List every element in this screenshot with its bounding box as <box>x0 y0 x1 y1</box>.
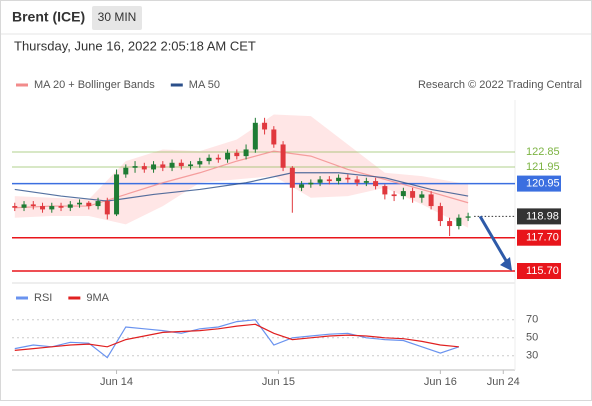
legend-label: MA 20 + Bollinger Bands <box>34 79 155 91</box>
level-box <box>517 229 561 246</box>
candle-body <box>271 129 277 145</box>
candle-body <box>336 177 342 182</box>
candle-body <box>67 204 73 208</box>
level-box <box>517 208 561 225</box>
candle-body <box>225 152 231 160</box>
level-label: 122.85 <box>526 146 560 158</box>
level-label: 120.95 <box>526 177 560 189</box>
x-tick-label: Jun 14 <box>100 376 133 388</box>
candle-body <box>262 122 268 130</box>
candle-body <box>151 164 157 170</box>
level-box <box>517 263 561 280</box>
candle-body <box>77 202 83 205</box>
candle-body <box>447 221 453 227</box>
candle-body <box>49 206 55 210</box>
x-tick-label: Jun 16 <box>424 376 457 388</box>
level-label: 115.70 <box>526 265 559 277</box>
candle-body <box>345 177 351 180</box>
x-tick-label: Jun 15 <box>262 376 295 388</box>
candle-body <box>132 166 138 168</box>
x-tick-label: Jun 24 <box>487 376 520 388</box>
candle-body <box>428 194 434 207</box>
candle-body <box>123 167 129 175</box>
candle-body <box>188 164 194 167</box>
candle-body <box>437 206 443 222</box>
legend-label: MA 50 <box>189 79 220 91</box>
candle-body <box>252 122 258 150</box>
candle-body <box>40 206 46 210</box>
credit: Research © 2022 Trading Central <box>418 79 582 91</box>
candle-body <box>456 217 462 227</box>
candle-body <box>243 149 249 157</box>
indicator-line <box>14 323 459 351</box>
candle-body <box>30 204 36 207</box>
y-tick-label: 70 <box>526 314 538 326</box>
candle-body <box>58 206 64 208</box>
candle-body <box>160 164 166 168</box>
forecast-arrowhead <box>500 257 512 272</box>
candle-body <box>12 206 18 208</box>
candle-body <box>410 191 416 198</box>
level-label: 121.95 <box>526 161 560 173</box>
candle-body <box>373 181 379 187</box>
candle-body <box>234 152 240 157</box>
candle-body <box>354 179 360 183</box>
bollinger-band <box>14 114 469 228</box>
candle-body <box>280 144 286 168</box>
candle-body <box>86 202 92 207</box>
candle-body <box>363 181 369 183</box>
candle-body <box>95 201 101 207</box>
candle-body <box>391 194 397 197</box>
interval-badge <box>92 6 142 30</box>
candle-body <box>465 216 471 218</box>
instrument-title: Brent (ICE) <box>12 9 85 25</box>
candle-body <box>299 184 305 188</box>
legend-label: RSI <box>34 292 52 304</box>
candle-body <box>114 174 120 215</box>
level-label: 118.98 <box>526 210 559 222</box>
level-label: 117.70 <box>526 232 559 244</box>
candle-body <box>400 191 406 197</box>
candle-body <box>197 161 203 165</box>
candle-body <box>419 194 425 198</box>
y-tick-label: 30 <box>526 350 538 362</box>
candle-body <box>141 166 147 170</box>
candle-body <box>308 182 314 185</box>
y-tick-label: 50 <box>526 332 538 344</box>
forecast-arrow <box>478 215 510 265</box>
candle-body <box>326 179 332 182</box>
candle-body <box>206 157 212 162</box>
candle-body <box>382 186 388 195</box>
candle-body <box>215 157 221 160</box>
candle-body <box>317 179 323 183</box>
moving-average <box>14 172 469 202</box>
indicator-line <box>14 319 460 359</box>
candle-body <box>178 162 184 167</box>
legend-label: 9MA <box>86 292 109 304</box>
timestamp: Thursday, June 16, 2022 2:05:18 AM CET <box>14 38 256 53</box>
interval: 30 MIN <box>98 10 137 24</box>
candle-body <box>104 201 110 215</box>
candle-body <box>21 204 27 208</box>
candle-body <box>289 167 295 188</box>
level-box <box>517 175 561 192</box>
candle-body <box>169 162 175 168</box>
